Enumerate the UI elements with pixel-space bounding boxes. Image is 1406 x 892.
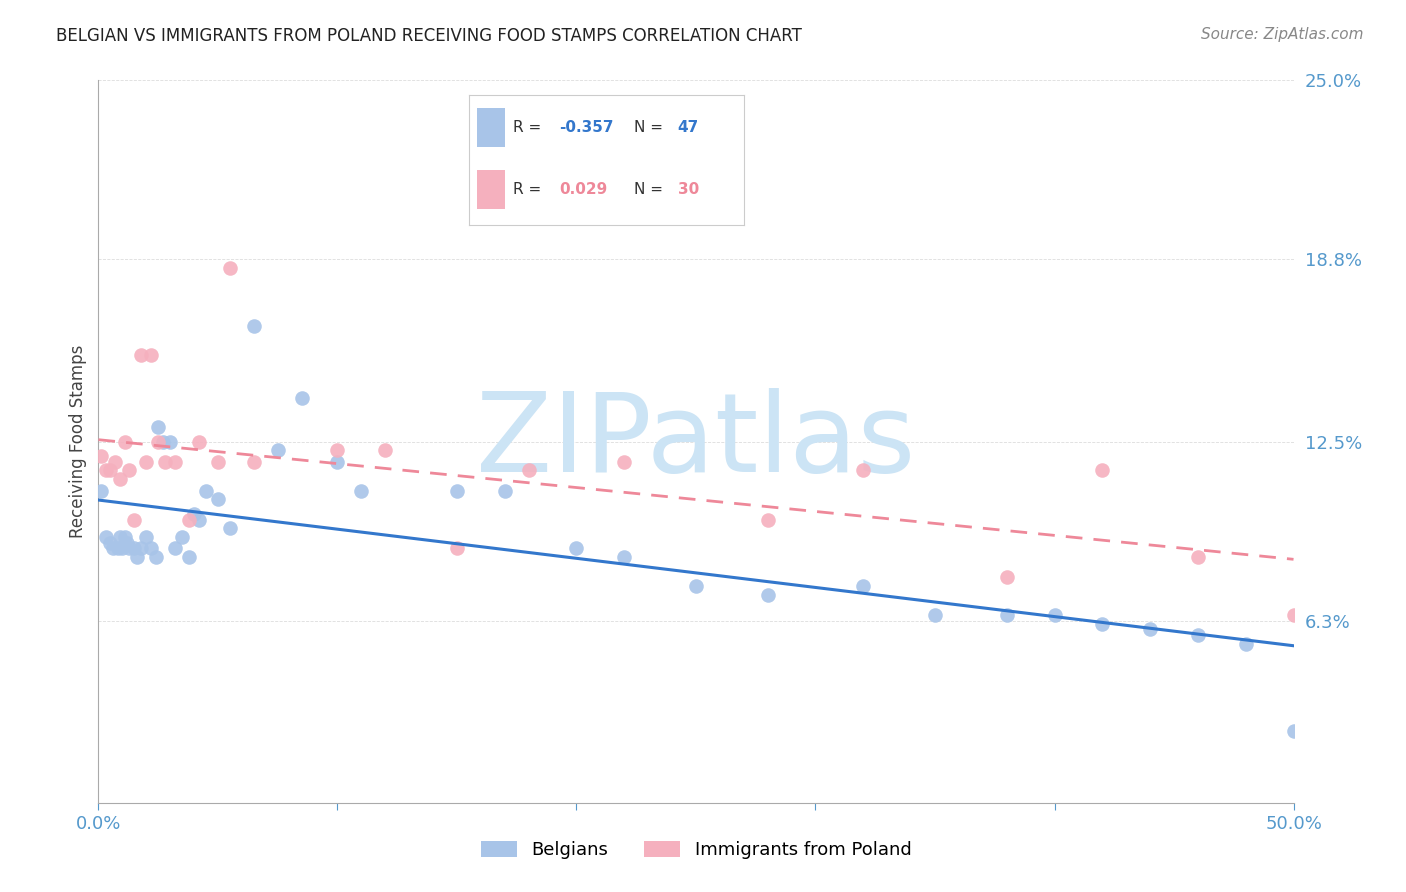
Point [108,530,131,544]
Point [613,550,636,565]
Point [756,512,779,526]
Point [90,483,112,498]
Point [207,492,229,507]
Point [613,455,636,469]
Point [172,530,194,544]
Point [1091,463,1114,477]
Point [565,541,588,556]
Point [101,541,124,556]
Point [1282,723,1305,738]
Point [756,588,779,602]
Y-axis label: Receiving Food Stamps: Receiving Food Stamps [69,345,87,538]
Point [446,541,468,556]
Point [139,348,162,362]
Text: BELGIAN VS IMMIGRANTS FROM POLAND RECEIVING FOOD STAMPS CORRELATION CHART: BELGIAN VS IMMIGRANTS FROM POLAND RECEIV… [56,27,801,45]
Point [1187,550,1209,565]
Point [187,512,209,526]
Point [135,455,157,469]
Point [243,455,266,469]
Point [124,512,146,526]
Point [179,512,201,526]
Point [118,541,141,556]
Point [163,541,186,556]
Point [852,579,875,593]
Point [326,443,349,458]
Point [145,550,167,565]
Point [98,535,122,549]
Point [924,607,946,622]
Point [131,541,153,556]
Point [124,541,146,556]
Point [183,507,205,521]
Point [94,463,117,477]
Legend: Belgians, Immigrants from Poland: Belgians, Immigrants from Poland [474,833,918,866]
Point [685,579,707,593]
Point [852,463,875,477]
Point [139,541,162,556]
Point [1187,628,1209,642]
Point [114,434,136,449]
Point [326,455,349,469]
Point [94,530,117,544]
Point [1282,607,1305,622]
Point [131,348,153,362]
Point [267,443,290,458]
Point [114,530,136,544]
Point [148,434,170,449]
Point [1234,637,1257,651]
Point [1043,607,1066,622]
Point [207,455,229,469]
Point [374,443,396,458]
Point [219,261,242,276]
Point [98,463,122,477]
Point [148,420,170,434]
Point [195,483,218,498]
Point [125,550,148,565]
Point [446,483,468,498]
Point [118,463,141,477]
Point [187,434,209,449]
Point [1139,623,1161,637]
Text: ZIPatlas: ZIPatlas [477,388,915,495]
Point [152,434,174,449]
Point [517,463,540,477]
Point [159,434,181,449]
Point [494,483,516,498]
Point [995,607,1018,622]
Point [179,550,201,565]
Point [219,521,242,535]
Point [108,472,131,486]
Point [107,541,129,556]
Point [291,391,314,405]
Point [111,541,134,556]
Point [115,535,138,549]
Point [155,455,177,469]
Point [1091,616,1114,631]
Point [104,455,127,469]
Point [90,449,112,463]
Text: Source: ZipAtlas.com: Source: ZipAtlas.com [1201,27,1364,42]
Point [135,530,157,544]
Point [350,483,373,498]
Point [995,570,1018,584]
Point [163,455,186,469]
Point [243,318,266,333]
